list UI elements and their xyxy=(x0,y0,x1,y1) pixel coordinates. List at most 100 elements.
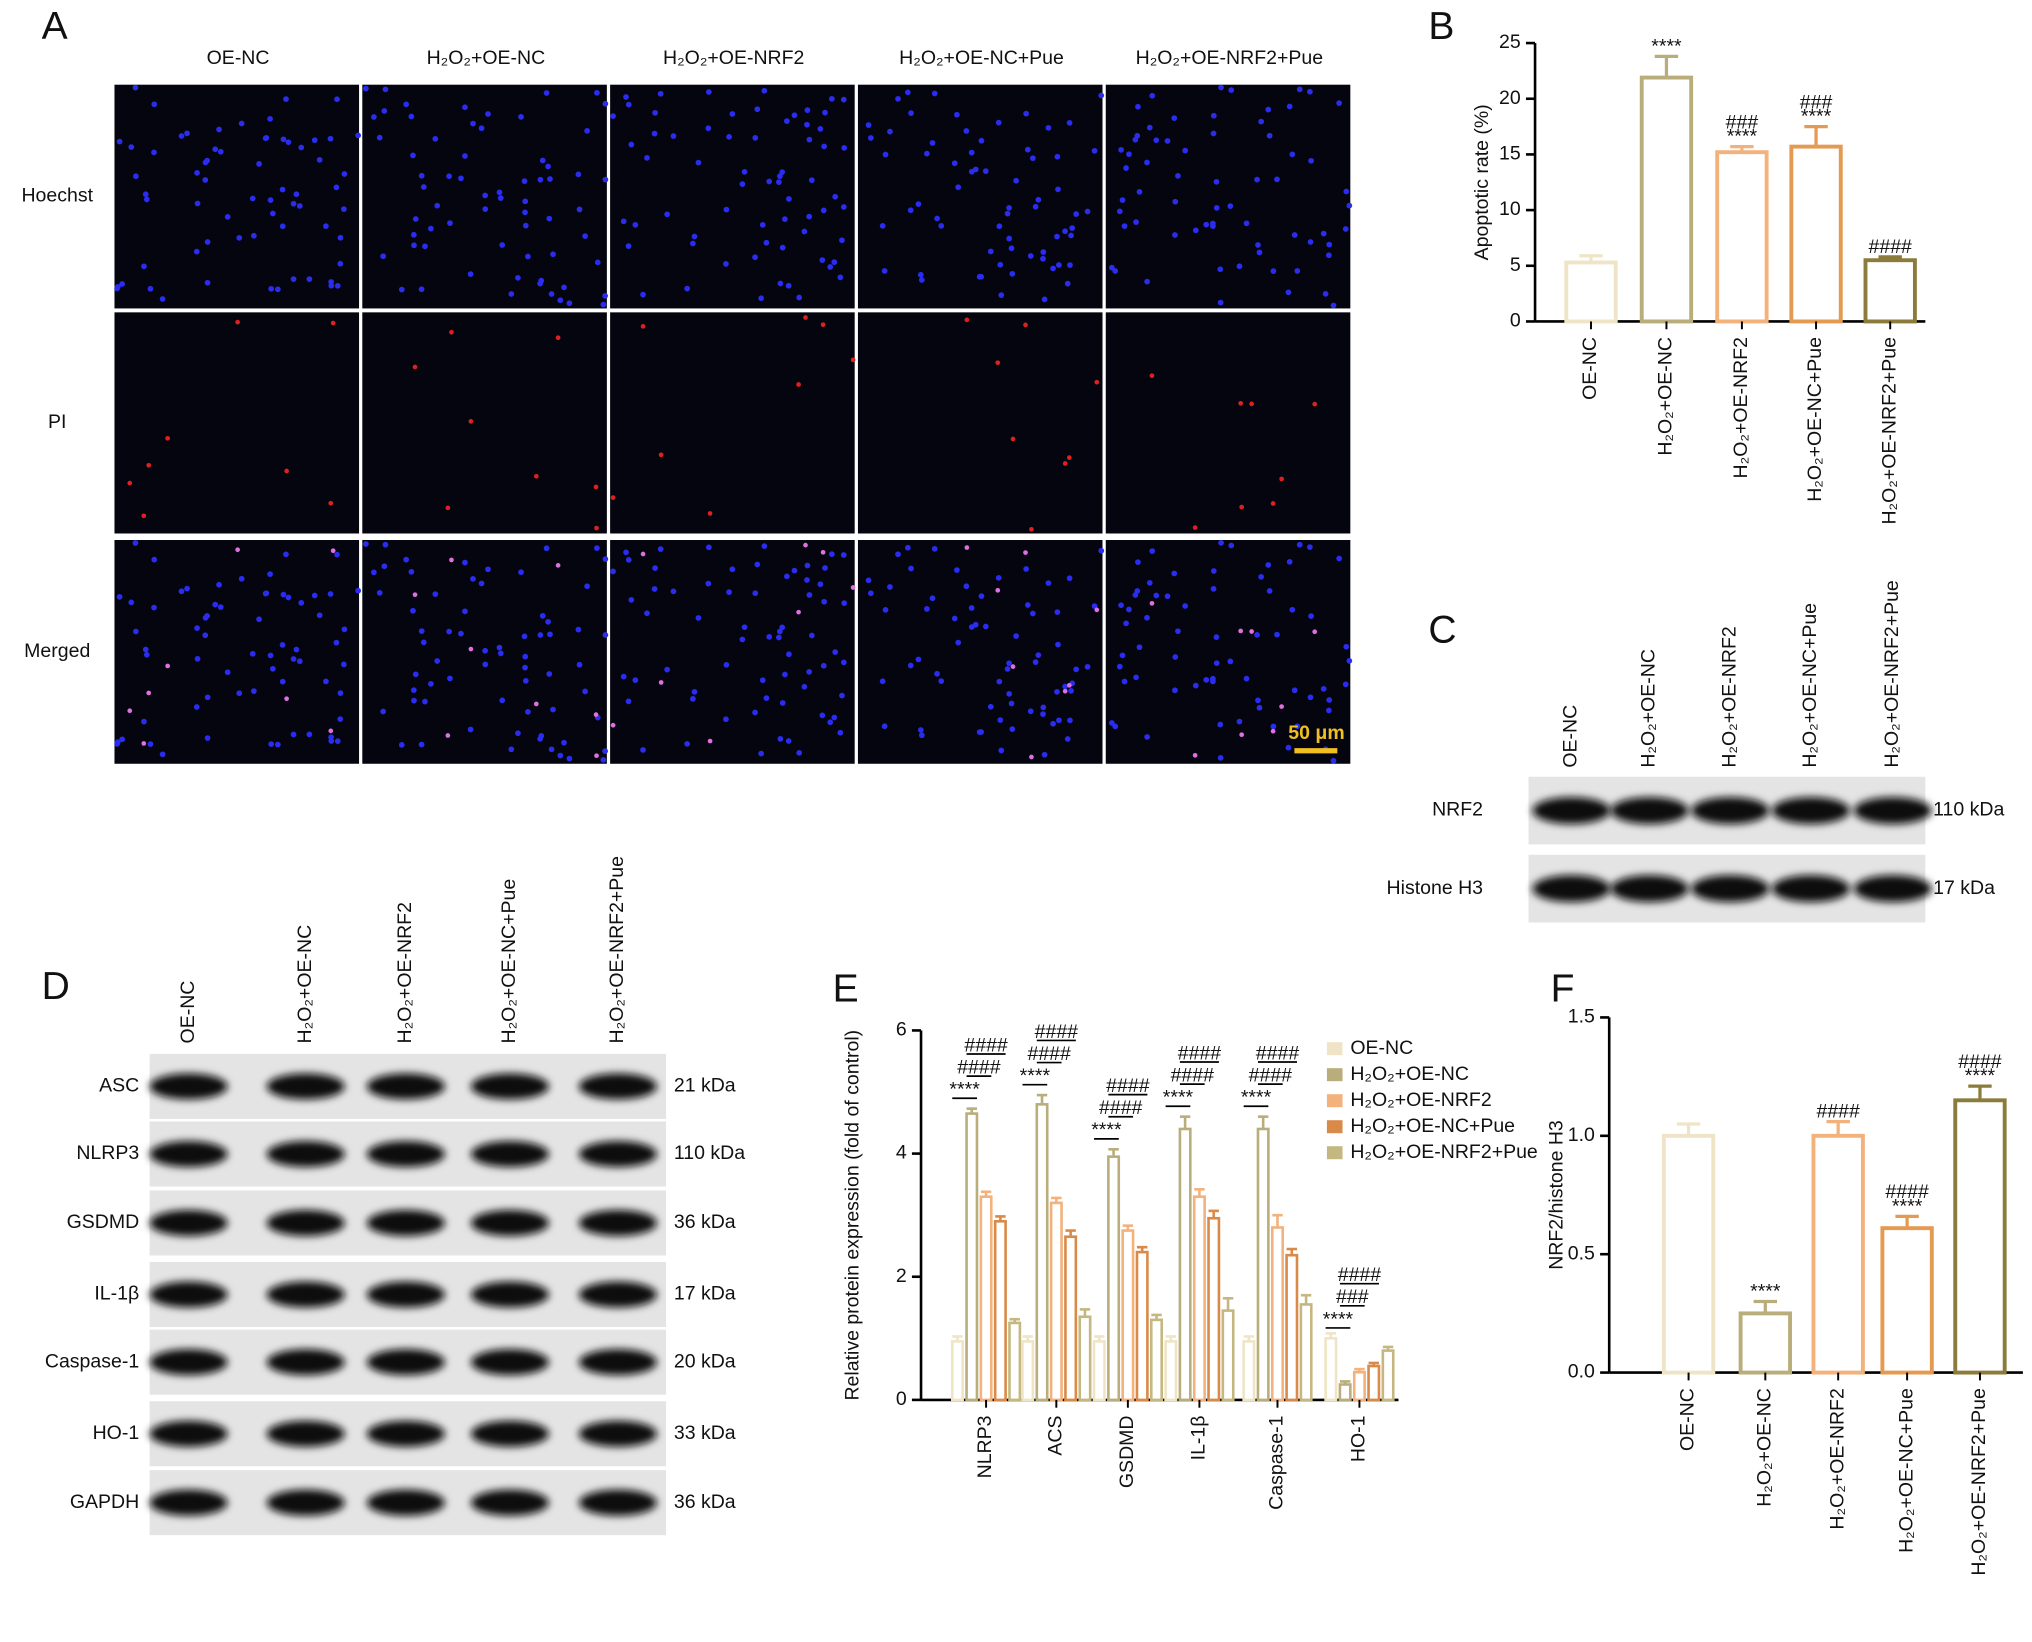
cell-dot xyxy=(1023,566,1029,572)
cell-dot xyxy=(998,747,1005,754)
cell-dot xyxy=(263,590,270,597)
cell-dot xyxy=(1239,504,1245,510)
micrograph xyxy=(362,312,607,534)
cell-dot xyxy=(398,286,405,293)
cell-dot xyxy=(1035,196,1042,203)
cell-dot xyxy=(296,203,303,209)
band xyxy=(149,1073,228,1100)
cell-dot xyxy=(602,176,609,183)
cell-dot xyxy=(434,202,441,209)
bar xyxy=(950,1340,964,1402)
band xyxy=(366,1141,445,1168)
cell-dot xyxy=(831,714,838,721)
cell-dot xyxy=(376,590,383,596)
band-name: NLRP3 xyxy=(76,1142,139,1164)
cell-dot xyxy=(204,735,211,741)
cell-dot xyxy=(1325,252,1332,259)
cell-dot xyxy=(178,133,185,139)
y-axis-label: Apoptotic rate (%) xyxy=(1471,104,1493,260)
significance: ### xyxy=(1726,111,1759,133)
cell-dot xyxy=(1027,253,1034,259)
cell-dot xyxy=(779,624,786,631)
cell-dot xyxy=(1270,723,1277,730)
cell-dot xyxy=(804,107,811,114)
cell-dot xyxy=(412,671,419,678)
cell-dot xyxy=(285,594,292,601)
significance: **** xyxy=(1651,35,1682,57)
cell-dot xyxy=(1066,575,1073,582)
cell-dot xyxy=(482,192,489,199)
cell-dot xyxy=(235,547,240,553)
cell-dot xyxy=(1010,436,1016,442)
cell-dot xyxy=(1249,401,1254,407)
significance: #### xyxy=(1035,1021,1079,1043)
band xyxy=(1532,875,1611,903)
cell-dot xyxy=(1091,147,1098,154)
cell-dot xyxy=(657,90,664,97)
cell-dot xyxy=(382,86,389,93)
cell-dot xyxy=(337,234,344,241)
cell-dot xyxy=(337,690,344,696)
cell-dot xyxy=(538,277,545,284)
cell-dot xyxy=(428,681,434,687)
x-tick-label: HO-1 xyxy=(1348,1416,1370,1463)
cell-dot xyxy=(850,357,856,363)
cell-dot xyxy=(584,583,590,590)
cell-dot xyxy=(821,598,827,605)
cell-dot xyxy=(546,215,553,222)
cell-dot xyxy=(274,741,281,748)
cell-dot xyxy=(1254,176,1260,183)
significance: ### xyxy=(1800,91,1833,113)
cell-dot xyxy=(575,626,582,633)
cell-dot xyxy=(1116,663,1123,670)
cell-dot xyxy=(411,697,417,704)
cell-dot xyxy=(410,152,416,159)
cell-dot xyxy=(1203,221,1210,228)
cell-dot xyxy=(1010,664,1016,669)
cell-dot xyxy=(1210,112,1217,119)
cell-dot xyxy=(1062,461,1068,466)
cell-dot xyxy=(1346,658,1353,664)
cell-dot xyxy=(576,661,583,668)
cell-dot xyxy=(995,587,1001,593)
cell-dot xyxy=(821,143,827,150)
cell-dot xyxy=(996,223,1003,230)
significance: **** xyxy=(1020,1065,1051,1087)
lane-label: H₂O₂+OE-NRF2+Pue xyxy=(606,856,628,1043)
micrograph xyxy=(610,84,855,309)
cell-dot xyxy=(458,175,464,182)
cell-dot xyxy=(594,753,599,759)
cell-dot xyxy=(602,632,609,638)
cell-dot xyxy=(752,254,758,261)
cell-dot xyxy=(202,614,209,621)
cell-dot xyxy=(1066,120,1073,126)
band xyxy=(470,1349,549,1376)
cell-dot xyxy=(754,561,761,568)
cell-dot xyxy=(269,210,276,217)
cell-dot xyxy=(212,601,219,608)
cell-dot xyxy=(194,625,200,632)
cell-dot xyxy=(1192,752,1198,758)
cell-dot xyxy=(1149,600,1155,606)
cell-dot xyxy=(1134,588,1141,594)
cell-dot xyxy=(458,630,464,637)
cell-dot xyxy=(837,274,844,281)
cell-dot xyxy=(1256,704,1263,711)
cell-dot xyxy=(1236,263,1243,270)
cell-dot xyxy=(1108,720,1115,726)
cell-dot xyxy=(327,135,334,142)
band-size: 36 kDa xyxy=(674,1211,736,1233)
cell-dot xyxy=(887,128,893,135)
cell-dot xyxy=(1270,268,1277,274)
cell-dot xyxy=(216,581,222,588)
cell-dot xyxy=(1013,633,1019,639)
cell-dot xyxy=(1342,226,1349,232)
cell-dot xyxy=(432,135,439,142)
lane-label: OE-NC xyxy=(177,981,199,1044)
cell-dot xyxy=(204,239,211,245)
cell-dot xyxy=(664,211,670,218)
significance: **** xyxy=(1965,1065,1996,1087)
cell-dot xyxy=(497,195,504,201)
cell-dot xyxy=(954,567,960,573)
cell-dot xyxy=(334,96,340,103)
